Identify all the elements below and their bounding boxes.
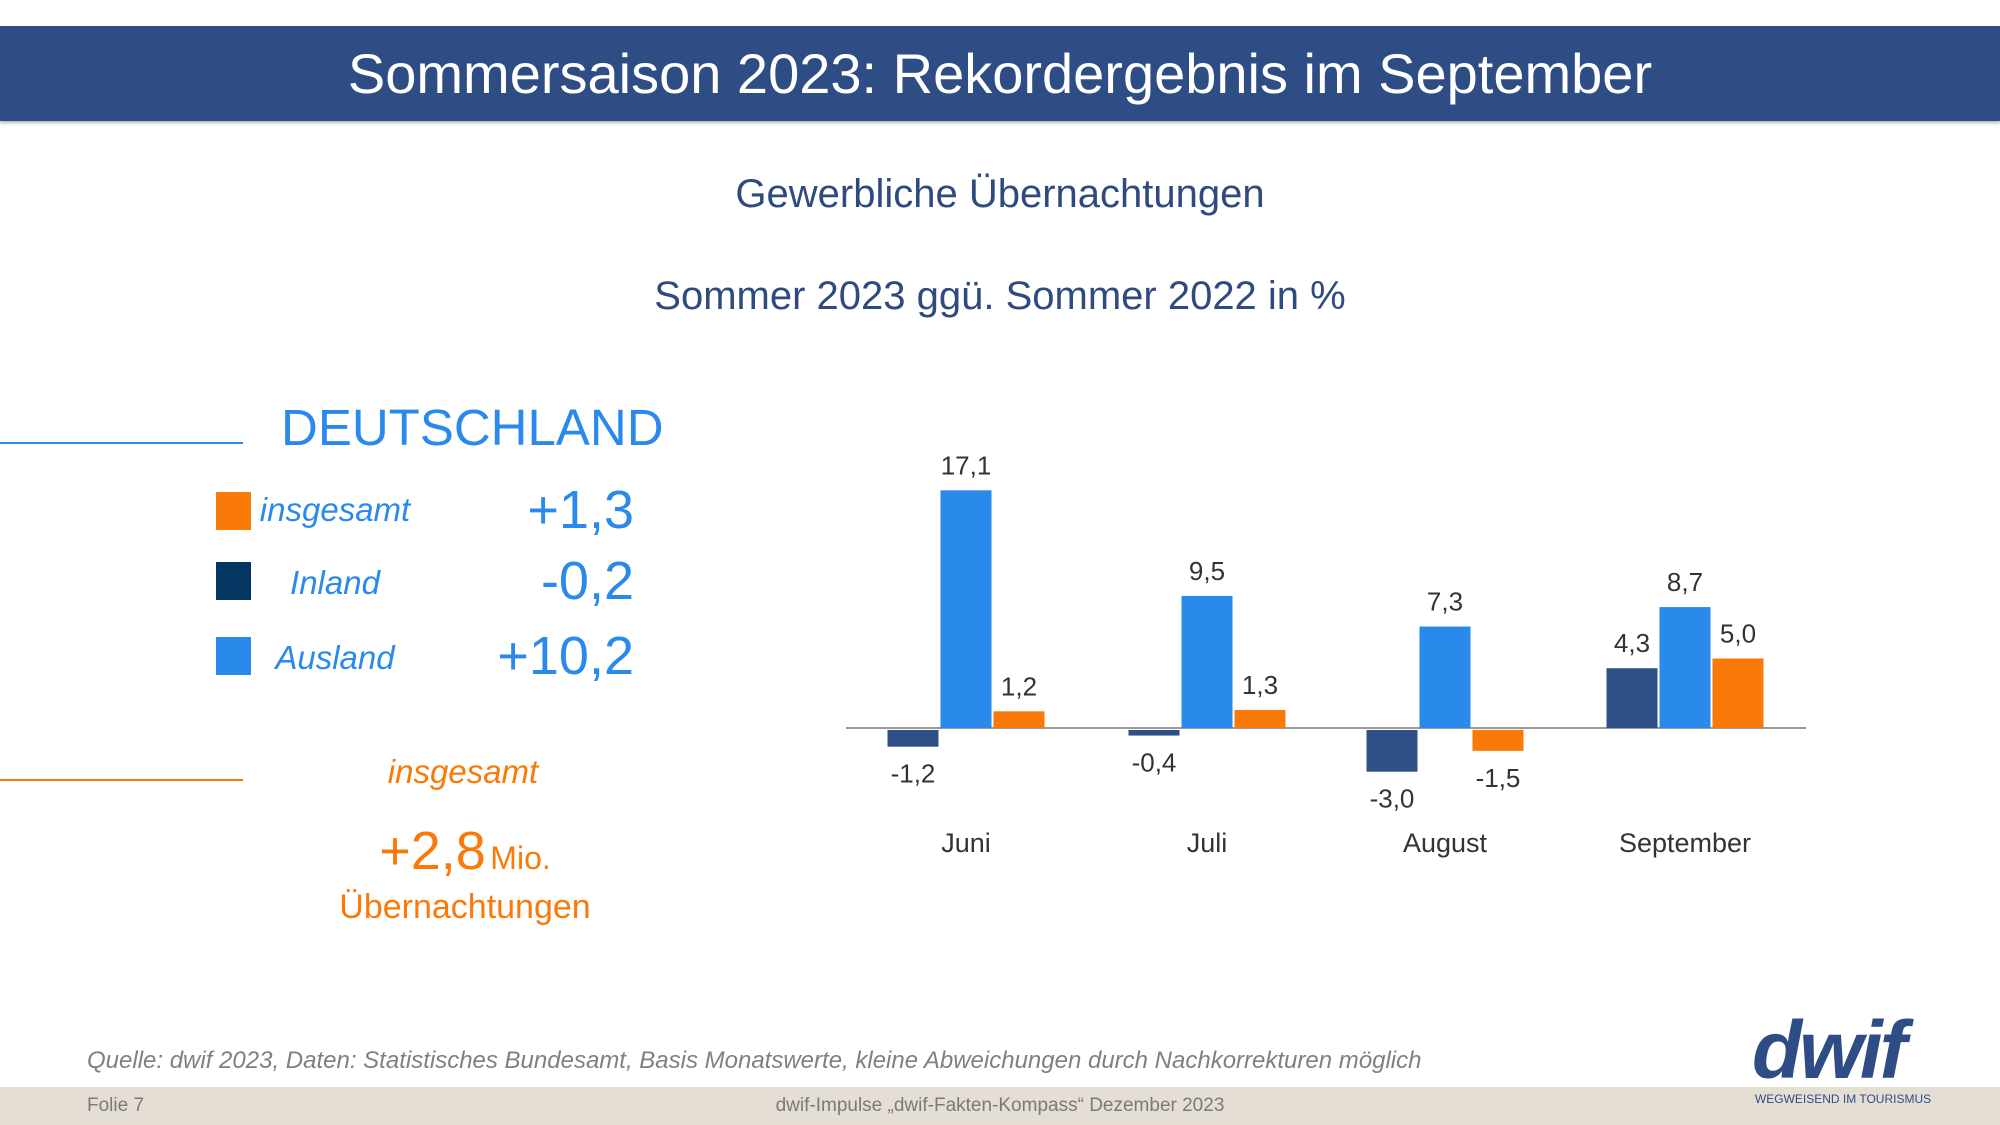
legend-label-insgesamt: insgesamt [259,491,411,528]
bar-insgesamt-september [1712,658,1764,728]
data-label: 8,7 [1667,567,1703,597]
data-label: -1,2 [891,759,936,789]
legend-swatch-ausland [216,637,251,675]
total-label: insgesamt [387,753,539,790]
legend-swatch-insgesamt [216,492,251,530]
data-label: 5,0 [1720,619,1756,649]
total-unit: Mio. [490,840,551,876]
data-label: 1,3 [1242,670,1278,700]
chart-caption: Sommer 2023 ggü. Sommer 2022 in % [654,274,1346,318]
data-label: -3,0 [1370,784,1415,814]
bar-insgesamt-juli [1234,709,1286,728]
total-number: +2,8 [379,821,486,881]
footer-center-text: dwif-Impulse „dwif-Fakten-Kompass“ Dezem… [775,1095,1225,1116]
bar-inland-juni [887,730,939,747]
bar-insgesamt-august [1472,730,1524,751]
source-note: Quelle: dwif 2023, Daten: Statistisches … [87,1047,1422,1074]
blue-divider [0,442,243,444]
dwif-logo: dwif [1752,1005,1907,1096]
data-label: -0,4 [1132,748,1177,778]
title-bar [0,26,2000,121]
logo-tagline: WEGWEISEND IM TOURISMUS [1754,1092,1932,1106]
deutschland-title: DEUTSCHLAND [281,399,664,456]
slide-number: Folie 7 [87,1095,145,1116]
bar-ausland-august [1419,626,1471,728]
category-label: September [1619,828,1751,858]
chart-subtitle: Gewerbliche Übernachtungen [735,172,1265,216]
bar-ausland-juli [1181,595,1233,728]
data-label: 9,5 [1189,556,1225,586]
legend-label-ausland: Ausland [275,639,395,676]
category-label: Juni [941,828,991,858]
page-title: Sommersaison 2023: Rekordergebnis im Sep… [347,42,1653,105]
legend-label-inland: Inland [290,564,380,601]
data-label: -1,5 [1476,763,1521,793]
value-inland: -0,2 [540,551,634,611]
total-value: +2,8 Mio. [300,820,630,896]
orange-divider [0,779,243,781]
value-ausland: +10,2 [497,626,634,686]
category-label: Juli [1187,828,1228,858]
bar-ausland-juni [940,490,992,728]
bar-insgesamt-juni [993,711,1045,728]
data-label: 17,1 [941,450,992,480]
footer-bar [0,1087,2000,1125]
data-label: 4,3 [1614,628,1650,658]
bar-ausland-september [1659,607,1711,728]
bar-inland-august [1366,730,1418,772]
data-label: 7,3 [1427,587,1463,617]
legend-swatch-inland [216,562,251,600]
bar-inland-september [1606,668,1658,728]
bar-inland-juli [1128,730,1180,736]
category-label: August [1403,828,1488,858]
value-insgesamt: +1,3 [527,480,634,540]
total-subtext: Übernachtungen [339,888,591,926]
data-label: 1,2 [1001,671,1037,701]
